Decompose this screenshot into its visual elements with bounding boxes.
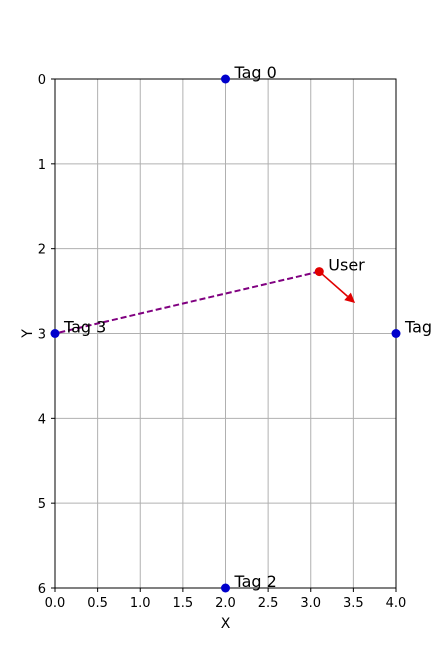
tag-label: Tag (404, 318, 432, 337)
y-tick-label: 4 (38, 412, 46, 427)
x-tick-label: 0.0 (45, 596, 66, 611)
user-label: User (328, 256, 365, 275)
tag-point (50, 329, 60, 338)
x-tick-label: 3.0 (300, 596, 321, 611)
x-tick-label: 3.5 (343, 596, 364, 611)
y-tick-label: 2 (38, 243, 46, 258)
x-tick-label: 4.0 (386, 596, 407, 611)
x-tick-label: 0.5 (87, 596, 108, 611)
grid (54, 78, 397, 589)
heading-arrow-head (344, 292, 356, 303)
heading-arrow-shaft (318, 270, 349, 297)
ticks: 0.0 0.5 1.0 1.5 2.0 2.5 3.0 3.5 4.0 0 1 2 3 4 5 6 (38, 73, 407, 611)
marks: Tag 0 Tag Tag 2 Tag 3 User (50, 63, 432, 593)
x-tick-label: 2.0 (215, 596, 236, 611)
y-tick-label: 5 (38, 497, 46, 512)
tag-label: Tag 0 (234, 63, 277, 82)
y-tick-label: 1 (38, 158, 46, 173)
tag-point (221, 583, 230, 593)
tag-point (391, 329, 401, 338)
x-tick-label: 2.5 (258, 596, 279, 611)
user-point (314, 267, 324, 277)
x-tick-label: 1.5 (173, 596, 194, 611)
y-tick-label: 0 (38, 73, 46, 88)
user-tag-link-line (54, 270, 320, 335)
y-axis-label: Y (20, 329, 36, 339)
tag-point (221, 74, 230, 84)
y-tick-label: 3 (38, 328, 46, 343)
x-tick-label: 1.0 (130, 596, 151, 611)
tag-label: Tag 3 (63, 318, 106, 337)
x-axis-label: X (221, 616, 231, 632)
tag-label: Tag 2 (234, 572, 277, 591)
y-tick-label: 6 (38, 582, 46, 597)
